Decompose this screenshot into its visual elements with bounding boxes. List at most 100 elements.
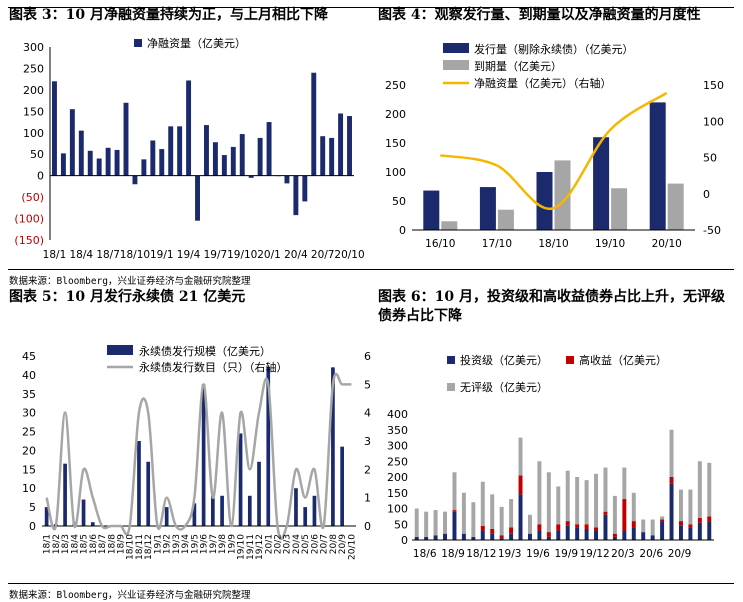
bar	[248, 175, 254, 178]
bar-unrated	[443, 511, 448, 534]
bar-unrated	[537, 461, 542, 525]
bar-high-yield	[631, 521, 636, 528]
x-tick-label: 18/10	[120, 249, 150, 261]
x-tick-label: 18/3	[61, 534, 71, 554]
y-tick-label: 0	[399, 224, 406, 237]
x-tick-label: 18/4	[70, 534, 80, 554]
bar	[105, 147, 111, 176]
y-tick-label: 100	[385, 166, 406, 179]
y-tick-label: 150	[23, 105, 44, 118]
bar	[87, 150, 93, 176]
bar-perp-size	[201, 384, 206, 526]
source-note-1: 数据来源：Bloomberg，兴业证券经济与金融研究院整理	[9, 276, 251, 287]
x-tick-label: 20/4	[284, 249, 308, 261]
bar-investment-grade	[499, 538, 504, 540]
x-tick-label: 20/6	[310, 534, 320, 554]
bar-perp-size	[303, 507, 308, 526]
bar	[329, 137, 335, 176]
bar-high-yield	[669, 477, 674, 484]
x-tick-label: 19/4	[177, 249, 201, 261]
bar-high-yield	[556, 524, 561, 531]
bar-unrated	[509, 499, 514, 528]
y-tick-label: 0	[37, 170, 44, 183]
y-tick-label: 30	[22, 407, 36, 420]
bar	[195, 175, 200, 221]
x-tick-label: 18/1	[43, 249, 67, 261]
y-tick-label: 25	[22, 426, 36, 439]
bar-perp-size	[81, 499, 86, 526]
x-tick-label: 19/9	[227, 534, 237, 554]
bar-unrated	[584, 480, 589, 525]
y-tick-label: (50)	[21, 191, 44, 204]
legend-label: 无评级（亿美元）	[460, 381, 548, 394]
x-tick-label: 20/5	[301, 534, 311, 554]
chart5-title: 图表 5：10 月发行永续债 21 亿美元	[9, 289, 246, 305]
bar-perp-size	[211, 495, 215, 526]
x-tick-label: 20/4	[292, 534, 302, 554]
x-tick-label: 19/3	[172, 534, 182, 554]
bar-high-yield	[688, 524, 693, 528]
y-tick-label: 200	[387, 471, 408, 484]
x-tick-label: 17/10	[482, 238, 512, 250]
chart4-title: 图表 4：观察发行量、到期量以及净融资量的月度性	[378, 7, 701, 23]
bar-unrated	[424, 511, 429, 537]
y-tick-label: (150)	[14, 234, 44, 247]
bar	[284, 175, 290, 184]
bar	[150, 140, 156, 176]
bar-perp-size	[63, 463, 67, 526]
y2-tick-label: 50	[703, 152, 717, 165]
x-tick-label: 20/10	[652, 238, 682, 250]
bar	[114, 149, 120, 176]
legend-label: 投资级（亿美元）	[460, 353, 548, 367]
bar-unrated	[527, 514, 532, 534]
bar-high-yield	[518, 475, 523, 495]
x-tick-label: 20/7	[320, 534, 330, 554]
legend-label: 发行量（剔除永续债）（亿美元）	[474, 42, 634, 56]
bar-investment-grade	[707, 521, 712, 540]
bar-investment-grade	[518, 494, 523, 540]
x-tick-label: 19/6	[200, 534, 210, 554]
bar-issuance	[423, 190, 440, 230]
bar	[293, 175, 299, 216]
y2-tick-label: 4	[364, 407, 371, 420]
x-tick-label: 19/3	[498, 548, 522, 560]
bar-high-yield	[594, 527, 599, 531]
y-tick-label: 50	[394, 518, 408, 531]
bar-unrated	[697, 461, 702, 518]
bar-unrated	[565, 470, 570, 522]
bar-high-yield	[452, 510, 457, 512]
net-financing-line	[440, 91, 668, 210]
bar	[69, 109, 75, 176]
bar-unrated	[414, 508, 419, 537]
y-tick-label: 20	[22, 444, 36, 457]
bar-high-yield	[678, 521, 683, 526]
bar	[186, 80, 192, 176]
y-tick-label: 300	[387, 440, 408, 453]
x-tick-label: 18/2	[52, 534, 62, 554]
bar	[320, 136, 326, 176]
bar-perp-size	[294, 488, 298, 526]
legend-swatch	[447, 383, 455, 391]
bar-high-yield	[537, 524, 542, 531]
x-tick-label: 20/8	[329, 534, 339, 554]
legend-label: 到期量（亿美元）	[474, 60, 562, 73]
bar-maturity	[554, 160, 571, 230]
bar	[347, 116, 352, 176]
bar-investment-grade	[471, 536, 476, 540]
legend-swatch	[566, 356, 574, 364]
bar-investment-grade	[556, 530, 561, 540]
x-tick-label: 19/10	[595, 238, 625, 250]
bar-investment-grade	[575, 527, 580, 540]
x-tick-label: 19/10	[237, 534, 247, 560]
bar-perp-size	[340, 446, 344, 526]
y-tick-label: 45	[22, 350, 36, 363]
bar-issuance	[479, 187, 496, 230]
bar-high-yield	[584, 524, 589, 529]
bar-investment-grade	[537, 530, 542, 540]
top-rule	[8, 7, 734, 8]
x-tick-label: 18/4	[69, 249, 93, 261]
bar-high-yield	[509, 527, 514, 534]
